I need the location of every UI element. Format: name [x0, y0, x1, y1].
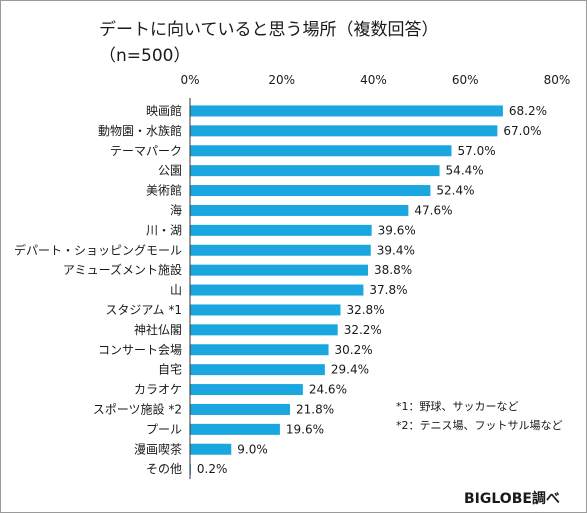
- bar: [190, 304, 341, 316]
- value-label: 39.4%: [377, 243, 415, 257]
- bar: [190, 105, 503, 117]
- category-label: 海: [170, 202, 182, 217]
- value-label: 47.6%: [414, 203, 452, 217]
- value-label: 57.0%: [457, 144, 495, 158]
- value-label: 32.8%: [346, 303, 384, 317]
- bar: [190, 204, 409, 216]
- category-label: 漫画喫茶: [134, 441, 182, 456]
- value-label: 19.6%: [286, 422, 324, 436]
- bar: [190, 264, 368, 276]
- x-tick-label: 60%: [452, 73, 479, 87]
- bar: [190, 165, 440, 177]
- category-label: 川・湖: [146, 222, 182, 237]
- bar: [190, 244, 371, 256]
- value-label: 38.8%: [374, 263, 412, 277]
- category-label: スタジアム *1: [105, 303, 182, 317]
- x-tick-label: 20%: [268, 73, 295, 87]
- bar: [190, 284, 364, 296]
- x-tick-label: 80%: [544, 73, 571, 87]
- bar: [190, 364, 325, 376]
- value-label: 24.6%: [309, 383, 347, 397]
- chart-title: デートに向いていると思う場所（複数回答）: [99, 20, 439, 40]
- category-label: テーマパーク: [110, 144, 182, 158]
- bar: [190, 423, 280, 435]
- value-label: 39.6%: [378, 223, 416, 237]
- category-label: 神社仏閣: [134, 322, 182, 337]
- category-label: 美術館: [146, 183, 182, 198]
- value-label: 32.2%: [344, 323, 382, 337]
- bar: [190, 224, 372, 236]
- category-label: プール: [146, 422, 182, 436]
- bar: [190, 344, 329, 356]
- footnote-2: *2：テニス場、フットサル場など: [396, 419, 563, 432]
- bar: [190, 145, 452, 157]
- category-label: アミューズメント施設: [63, 262, 182, 277]
- source-label: BIGLOBE調べ: [464, 491, 560, 507]
- bar: [190, 384, 303, 396]
- category-label: 山: [170, 283, 182, 297]
- category-label: スポーツ施設 *2: [93, 401, 182, 416]
- value-label: 30.2%: [335, 343, 373, 357]
- category-label: コンサート会場: [98, 343, 182, 357]
- category-label: カラオケ: [134, 383, 182, 397]
- value-label: 67.0%: [503, 124, 541, 138]
- value-label: 52.4%: [436, 184, 474, 198]
- footnote-1: *1：野球、サッカーなど: [396, 400, 519, 413]
- bar: [190, 324, 338, 336]
- category-label: 動物園・水族館: [98, 123, 182, 138]
- value-label: 54.4%: [446, 164, 484, 178]
- chart-subtitle: （n=500）: [99, 46, 191, 66]
- bar: [190, 403, 291, 415]
- category-label: デパート・ショッピングモール: [14, 242, 182, 257]
- value-label: 37.8%: [369, 283, 407, 297]
- value-label: 21.8%: [296, 402, 334, 416]
- value-label: 29.4%: [331, 363, 369, 377]
- value-label: 68.2%: [509, 104, 547, 118]
- category-label: 映画館: [146, 103, 182, 118]
- category-label: その他: [146, 462, 182, 476]
- value-label: 0.2%: [197, 462, 228, 476]
- category-label: 自宅: [158, 362, 182, 377]
- x-tick-label: 0%: [180, 73, 199, 87]
- bar: [190, 185, 431, 197]
- category-label: 公園: [158, 164, 182, 178]
- value-label: 9.0%: [237, 442, 268, 456]
- x-tick-label: 40%: [360, 73, 387, 87]
- bar: [190, 443, 232, 455]
- bar: [190, 125, 498, 137]
